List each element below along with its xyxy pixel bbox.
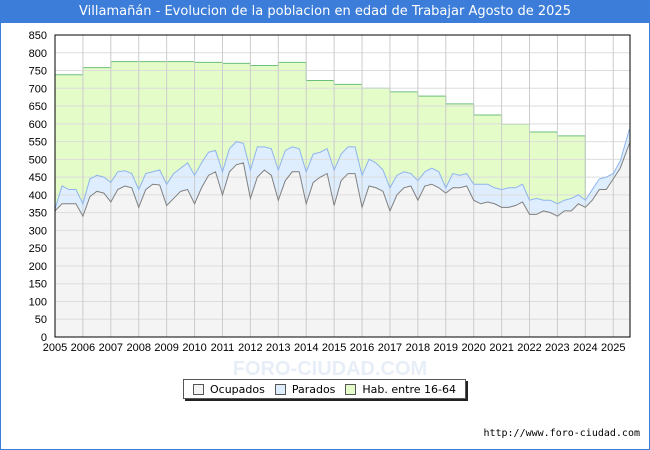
y-tick-label: 100	[29, 296, 47, 308]
x-tick-label: 2012	[238, 342, 262, 354]
x-tick-label: 2015	[322, 342, 346, 354]
x-tick-label: 2013	[266, 342, 290, 354]
y-tick-label: 200	[29, 261, 47, 273]
legend-label-ocupados: Ocupados	[209, 382, 265, 396]
x-tick-label: 2005	[43, 342, 67, 354]
y-tick-label: 250	[29, 243, 47, 255]
x-tick-label: 2011	[211, 342, 235, 354]
legend-label-parados: Parados	[291, 382, 336, 396]
legend-label-hab: Hab. entre 16-64	[362, 382, 456, 396]
y-tick-label: 350	[29, 208, 47, 220]
x-tick-label: 2021	[489, 342, 513, 354]
chart-title: Villamañán - Evolucion de la poblacion e…	[0, 0, 650, 23]
y-tick-label: 750	[29, 66, 47, 78]
legend-item-hab: Hab. entre 16-64	[345, 383, 456, 396]
legend-item-ocupados: Ocupados	[192, 382, 265, 396]
y-tick-label: 550	[29, 137, 47, 149]
x-tick-label: 2025	[601, 342, 625, 354]
x-tick-label: 2022	[517, 342, 541, 354]
y-tick-label: 400	[29, 190, 47, 202]
legend-swatch-parados	[274, 383, 286, 395]
watermark: FORO-CIUDAD.COM	[233, 358, 427, 380]
x-tick-label: 2014	[294, 342, 318, 354]
line-parados	[54, 129, 630, 210]
x-tick-label: 2023	[545, 342, 569, 354]
y-tick-label: 800	[29, 48, 47, 60]
x-tick-label: 2018	[406, 342, 430, 354]
legend-swatch-ocupados	[192, 383, 204, 395]
area-hab	[55, 61, 586, 210]
y-tick-label: 650	[29, 101, 47, 113]
plot-border	[54, 34, 631, 338]
y-tick-label: 450	[29, 172, 47, 184]
x-tick-label: 2019	[434, 342, 458, 354]
y-tick-label: 700	[29, 83, 47, 95]
legend: Ocupados Parados Hab. entre 16-64	[183, 379, 466, 399]
x-tick-label: 2017	[378, 342, 402, 354]
y-tick-label: 500	[29, 154, 47, 166]
y-tick-label: 0	[41, 332, 47, 344]
x-tick-label: 2006	[71, 342, 95, 354]
x-tick-label: 2009	[154, 342, 178, 354]
x-tick-label: 2016	[350, 342, 374, 354]
y-tick-label: 300	[29, 225, 47, 237]
footer-url[interactable]: http://www.foro-ciudad.com	[483, 428, 640, 439]
x-tick-label: 2010	[182, 342, 206, 354]
legend-item-parados: Parados	[274, 382, 336, 396]
x-tick-label: 2024	[573, 342, 597, 354]
x-tick-label: 2007	[99, 342, 123, 354]
x-tick-label: 2008	[126, 342, 150, 354]
y-tick-label: 850	[29, 30, 47, 42]
area-ocupados	[55, 143, 630, 337]
legend-swatch-hab	[345, 383, 357, 395]
y-tick-label: 600	[29, 119, 47, 131]
line-ocupados	[54, 143, 630, 218]
y-tick-label: 150	[29, 279, 47, 291]
y-tick-label: 50	[35, 314, 47, 326]
x-tick-label: 2020	[461, 342, 485, 354]
